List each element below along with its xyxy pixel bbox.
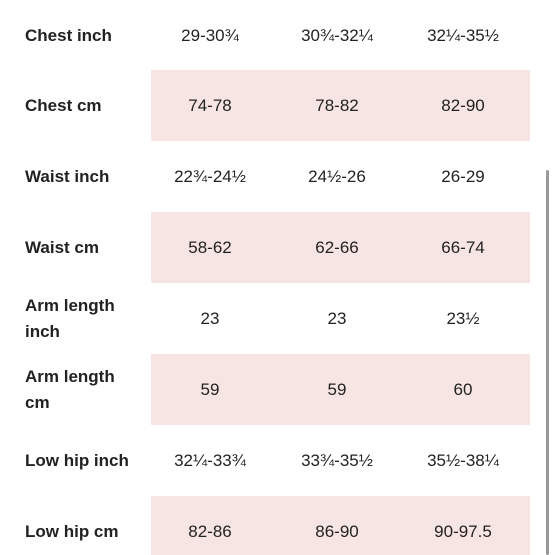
size-value: 78-82 bbox=[315, 95, 359, 115]
size-value: 30¾-32¼ bbox=[301, 25, 373, 45]
size-value: 59 bbox=[200, 379, 220, 399]
table-row-low-hip-inch: Low hip inch 32¼-33¾ 33¾-35½ 35½-38¼ bbox=[0, 425, 555, 496]
table-row-waist-inch: Waist inch 22¾-24½ 24½-26 26-29 bbox=[0, 141, 555, 212]
size-value: 82-90 bbox=[441, 95, 485, 115]
row-label: Chest inch bbox=[25, 25, 112, 45]
size-value: 23½ bbox=[446, 308, 480, 328]
size-value: 86-90 bbox=[315, 521, 359, 541]
row-label: Chest cm bbox=[25, 95, 102, 115]
size-value: 29-30¾ bbox=[181, 25, 239, 45]
size-value: 60 bbox=[453, 379, 473, 399]
size-value: 24½-26 bbox=[308, 166, 366, 186]
size-value: 23 bbox=[200, 308, 220, 328]
row-label: Low hip inch bbox=[25, 450, 129, 470]
size-value: 58-62 bbox=[188, 237, 232, 257]
size-value: 66-74 bbox=[441, 237, 485, 257]
size-value: 32¼-33¾ bbox=[174, 450, 246, 470]
table-row-waist-cm: Waist cm 58-62 62-66 66-74 bbox=[0, 212, 555, 283]
table-row-arm-length-inch: Arm length inch 23 23 23½ bbox=[0, 283, 555, 354]
row-label: Arm length inch bbox=[25, 295, 115, 341]
table-row-arm-length-cm: Arm length cm 59 59 60 bbox=[0, 354, 555, 425]
table-row-low-hip-cm: Low hip cm 82-86 86-90 90-97.5 bbox=[0, 496, 555, 555]
size-value: 62-66 bbox=[315, 237, 359, 257]
table-row-chest-inch: Chest inch 29-30¾ 30¾-32¼ 32¼-35½ bbox=[0, 0, 555, 71]
size-value: 59 bbox=[327, 379, 347, 399]
row-label: Waist cm bbox=[25, 237, 100, 257]
row-band bbox=[151, 212, 530, 283]
size-value: 23 bbox=[327, 308, 347, 328]
size-value: 82-86 bbox=[188, 521, 232, 541]
size-value: 90-97.5 bbox=[434, 521, 492, 541]
size-value: 32¼-35½ bbox=[427, 25, 499, 45]
row-label: Arm length cm bbox=[25, 366, 115, 412]
size-value: 35½-38¼ bbox=[427, 450, 499, 470]
vertical-scrollbar[interactable] bbox=[546, 170, 549, 555]
size-value: 26-29 bbox=[441, 166, 485, 186]
size-value: 22¾-24½ bbox=[174, 166, 246, 186]
row-band bbox=[151, 354, 530, 425]
size-value: 33¾-35½ bbox=[301, 450, 373, 470]
row-label: Waist inch bbox=[25, 166, 110, 186]
table-row-chest-cm: Chest cm 74-78 78-82 82-90 bbox=[0, 70, 555, 141]
row-band bbox=[151, 70, 530, 141]
row-band bbox=[151, 496, 530, 555]
size-value: 74-78 bbox=[188, 95, 232, 115]
row-label: Low hip cm bbox=[25, 521, 119, 541]
